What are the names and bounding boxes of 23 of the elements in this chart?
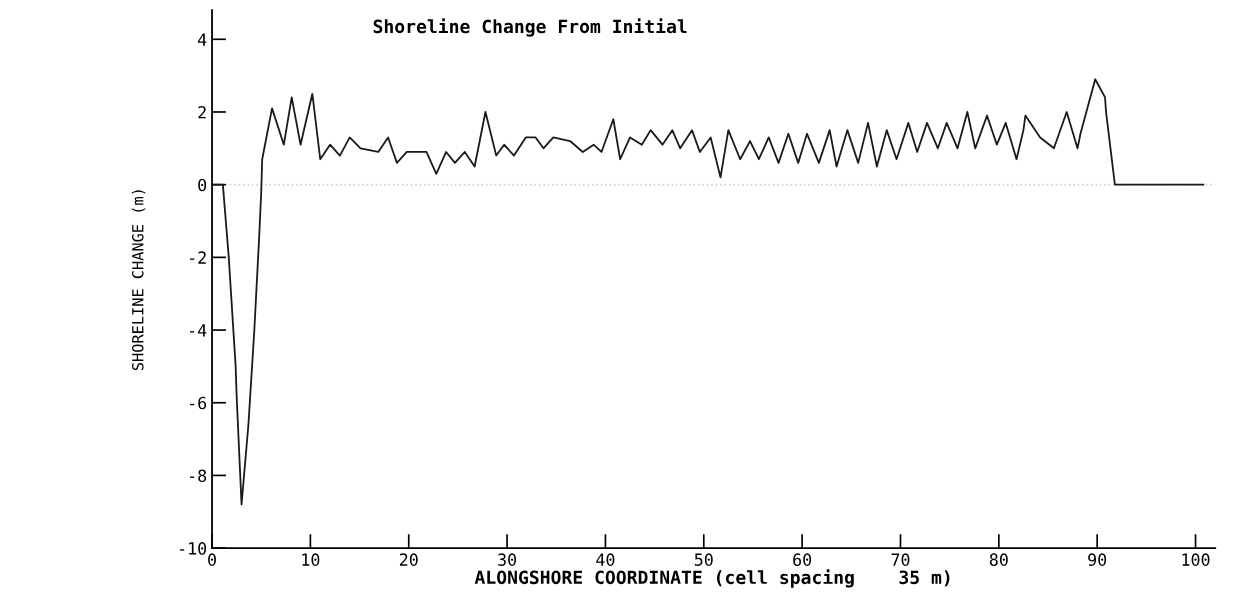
x-tick-label: 100 <box>1182 553 1210 566</box>
y-tick-label: -2 <box>190 251 206 264</box>
x-tick-label: 10 <box>302 553 320 566</box>
y-tick-label: -8 <box>190 469 207 483</box>
x-tick-label: 60 <box>793 553 812 566</box>
x-tick-label: 20 <box>399 553 418 566</box>
y-tick-label: 0 <box>198 178 207 192</box>
y-tick-label: 2 <box>198 105 206 119</box>
x-axis-title: ALONGSHORE COORDINATE (cell spacing 35 m) <box>474 569 950 588</box>
x-tick-label: 50 <box>694 553 713 566</box>
line-series <box>212 78 1205 506</box>
x-tick-label: 0 <box>208 553 216 566</box>
y-axis-title: SHORELINE CHANGE (m) <box>131 190 146 371</box>
y-tick-label: -10 <box>179 542 207 555</box>
x-tick-label: 90 <box>1088 553 1107 566</box>
y-tick-label: -6 <box>190 396 207 410</box>
x-tick-label: 80 <box>989 553 1008 566</box>
x-tick-label: 30 <box>498 553 517 566</box>
y-tick-label: 4 <box>197 33 207 46</box>
x-tick-label: 70 <box>891 553 910 566</box>
chart-title: Shoreline Change From Initial <box>373 18 687 37</box>
y-tick-label: -4 <box>190 324 207 337</box>
x-tick-label: 40 <box>596 553 615 566</box>
